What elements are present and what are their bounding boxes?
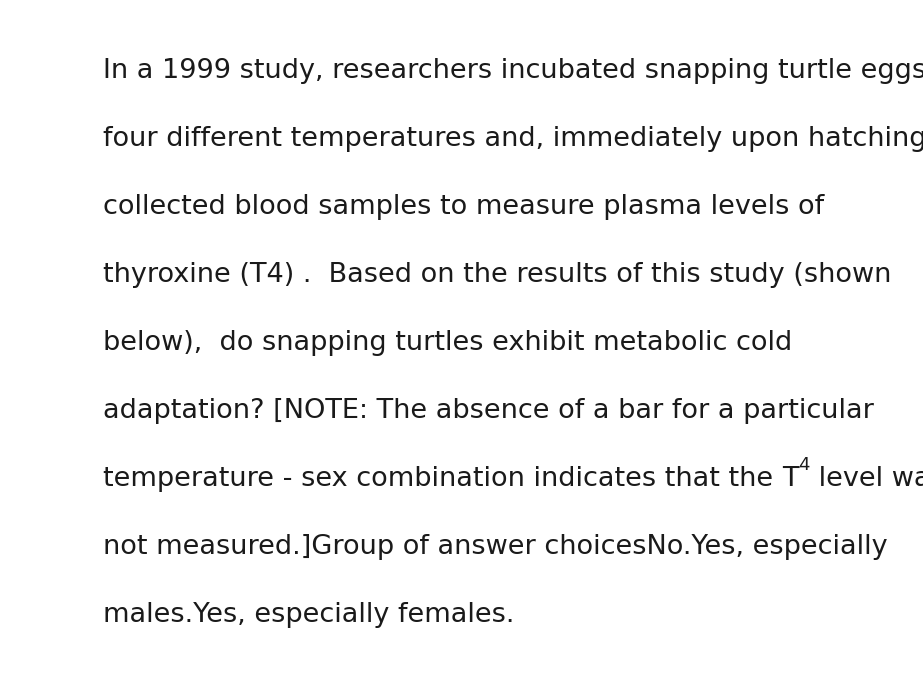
Text: males.Yes, especially females.: males.Yes, especially females. — [103, 602, 514, 628]
Text: T: T — [782, 466, 798, 492]
Text: not measured.]Group of answer choicesNo.Yes, especially: not measured.]Group of answer choicesNo.… — [103, 534, 888, 560]
Text: four different temperatures and, immediately upon hatching,: four different temperatures and, immedia… — [103, 126, 923, 152]
Text: temperature - sex combination indicates that the: temperature - sex combination indicates … — [103, 466, 782, 492]
Text: adaptation? [NOTE: The absence of a bar for a particular: adaptation? [NOTE: The absence of a bar … — [103, 398, 874, 424]
Text: below),  do snapping turtles exhibit metabolic cold: below), do snapping turtles exhibit meta… — [103, 330, 792, 356]
Text: thyroxine (T4) .  Based on the results of this study (shown: thyroxine (T4) . Based on the results of… — [103, 262, 892, 288]
Text: 4: 4 — [798, 456, 809, 474]
Text: level was: level was — [809, 466, 923, 492]
Text: In a 1999 study, researchers incubated snapping turtle eggs at: In a 1999 study, researchers incubated s… — [103, 58, 923, 84]
Text: collected blood samples to measure plasma levels of: collected blood samples to measure plasm… — [103, 194, 824, 220]
